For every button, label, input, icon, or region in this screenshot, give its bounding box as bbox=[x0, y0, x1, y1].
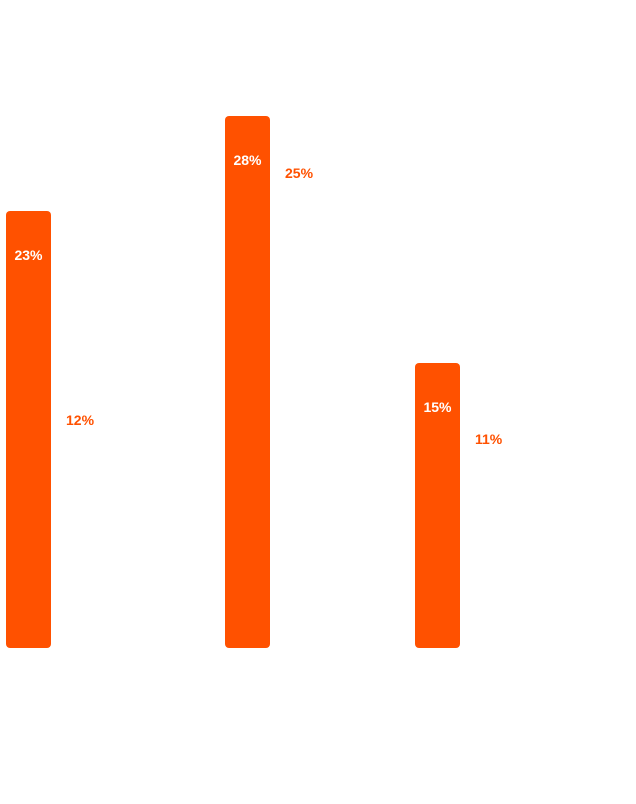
bar-3 bbox=[415, 363, 460, 648]
bar-value-label-2: 28% bbox=[233, 152, 262, 168]
secondary-value-label-3: 11% bbox=[475, 431, 503, 447]
bar-value-label-3: 15% bbox=[423, 399, 452, 415]
secondary-value-label-2: 25% bbox=[285, 165, 314, 181]
bar-value-label-1: 23% bbox=[14, 247, 43, 263]
bar-2 bbox=[225, 116, 270, 648]
bar-1 bbox=[6, 211, 51, 648]
secondary-value-label-1: 12% bbox=[66, 412, 95, 428]
